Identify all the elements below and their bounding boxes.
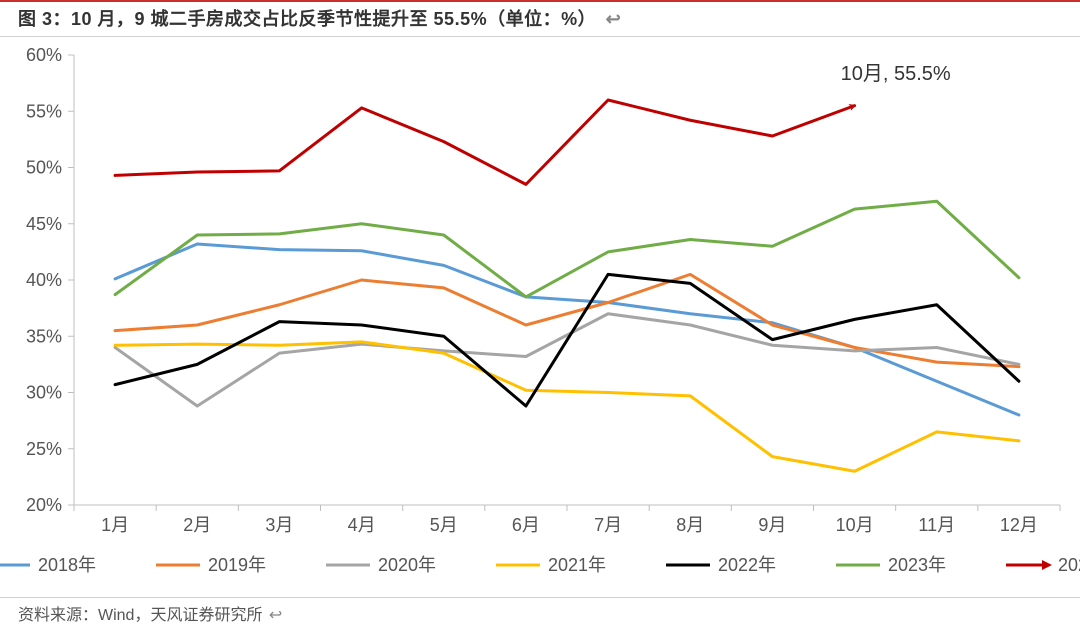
x-tick-label: 6月 [512, 515, 540, 535]
legend-label: 2019年 [208, 555, 266, 575]
x-tick-label: 2月 [183, 515, 211, 535]
y-tick-label: 45% [26, 214, 62, 234]
refresh-icon: ↩ [606, 9, 622, 29]
legend-item: 2024年 [1006, 555, 1080, 575]
figure-source-bar: 资料来源：Wind，天风证券研究所 ↩ [0, 597, 1080, 634]
refresh-icon: ↩ [269, 607, 282, 624]
series-line [115, 244, 1019, 415]
x-tick-label: 3月 [265, 515, 293, 535]
legend-label: 2021年 [548, 555, 606, 575]
y-tick-label: 55% [26, 101, 62, 121]
series-line [115, 274, 1019, 406]
x-tick-label: 10月 [836, 515, 874, 535]
legend-label: 2020年 [378, 555, 436, 575]
y-tick-label: 60% [26, 45, 62, 65]
series-line [115, 274, 1019, 366]
x-tick-label: 8月 [676, 515, 704, 535]
legend-item: 2021年 [496, 555, 606, 575]
legend-item: 2022年 [666, 555, 776, 575]
chart-annotation: 10月, 55.5% [841, 63, 951, 85]
legend-label: 2024年 [1058, 555, 1080, 575]
line-chart: 20% 25% 30% 35% 40% 45% 50% 55% 60% 1月 2月 3月 4月 5月 6月 7… [0, 37, 1080, 597]
x-tick-label: 7月 [594, 515, 622, 535]
figure-title: 图 3：10 月，9 城二手房成交占比反季节性提升至 55.5%（单位：%） [18, 9, 596, 29]
y-tick-label: 35% [26, 326, 62, 346]
figure-source: 资料来源：Wind，天风证券研究所 [18, 607, 262, 624]
legend-label: 2023年 [888, 555, 946, 575]
series-line [115, 342, 1019, 471]
legend-item: 2020年 [326, 555, 436, 575]
legend-label: 2022年 [718, 555, 776, 575]
y-tick-label: 25% [26, 439, 62, 459]
series-line [115, 100, 855, 184]
legend-item: 2023年 [836, 555, 946, 575]
x-tick-label: 11月 [918, 515, 955, 535]
y-tick-label: 50% [26, 158, 62, 178]
x-tick-label: 9月 [758, 515, 786, 535]
figure-title-bar: 图 3：10 月，9 城二手房成交占比反季节性提升至 55.5%（单位：%） ↩ [0, 0, 1080, 37]
x-tick-label: 5月 [430, 515, 458, 535]
legend-label: 2018年 [38, 555, 96, 575]
y-tick-label: 30% [26, 383, 62, 403]
chart-area: 20% 25% 30% 35% 40% 45% 50% 55% 60% 1月 2月 3月 4月 5月 6月 7… [0, 37, 1080, 597]
y-tick-label: 40% [26, 270, 62, 290]
legend-item: 2018年 [0, 555, 96, 575]
x-tick-label: 1月 [101, 515, 129, 535]
figure-container: 图 3：10 月，9 城二手房成交占比反季节性提升至 55.5%（单位：%） ↩… [0, 0, 1080, 636]
legend-item: 2019年 [156, 555, 266, 575]
y-tick-label: 20% [26, 495, 62, 515]
x-tick-label: 4月 [348, 515, 376, 535]
x-tick-label: 12月 [1000, 515, 1038, 535]
